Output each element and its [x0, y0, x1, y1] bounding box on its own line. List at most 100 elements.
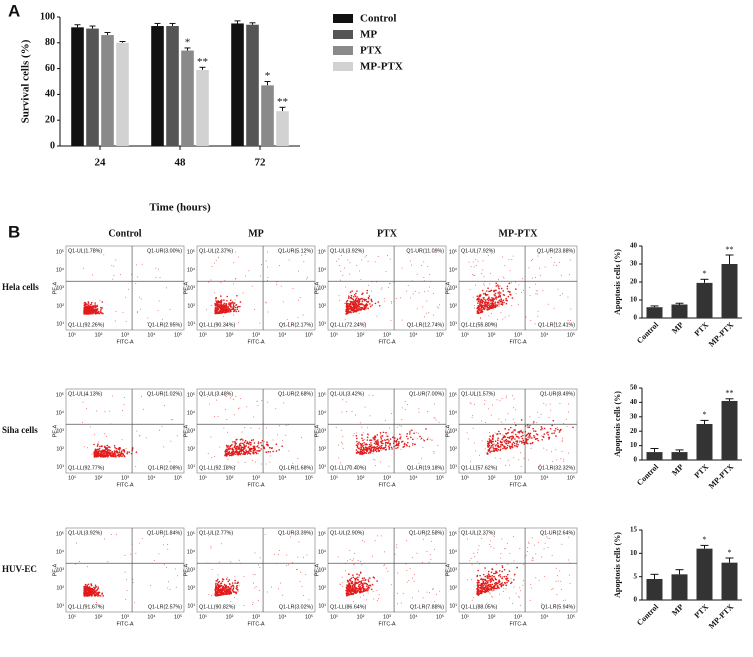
- event-dot: [352, 590, 354, 592]
- event-dot: [505, 419, 507, 421]
- event-dot: [483, 299, 485, 301]
- event-dot: [541, 438, 543, 441]
- event-dot: [482, 300, 485, 303]
- event-dot: [525, 316, 527, 318]
- event-dot: [341, 411, 343, 413]
- y-tick-label: 10¹: [56, 321, 64, 327]
- event-dot: [511, 431, 513, 434]
- event-dot: [104, 433, 106, 435]
- event-dot: [412, 293, 414, 295]
- event-dot: [496, 304, 498, 306]
- event-dot: [385, 567, 387, 569]
- event-dot: [497, 318, 499, 320]
- event-dot: [485, 584, 487, 587]
- event-dot: [548, 436, 551, 439]
- event-dot: [469, 560, 471, 562]
- event-dot: [208, 593, 210, 595]
- event-dot: [238, 408, 240, 410]
- significance: *: [265, 70, 271, 82]
- event-dot: [518, 596, 520, 598]
- event-dot: [549, 403, 551, 405]
- bar: [671, 574, 688, 600]
- event-dot: [363, 450, 365, 453]
- event-dot: [230, 561, 232, 563]
- event-dot: [251, 285, 253, 287]
- event-dot: [353, 563, 355, 565]
- bar: [696, 282, 713, 318]
- event-dot: [519, 440, 521, 443]
- event-dot: [560, 580, 562, 582]
- event-dot: [488, 315, 490, 317]
- event-dot: [506, 436, 509, 439]
- bar: [721, 264, 738, 318]
- event-dot: [475, 450, 477, 452]
- event-dot: [158, 429, 160, 431]
- event-dot: [357, 306, 359, 309]
- event-dot: [282, 301, 284, 303]
- event-dot: [379, 432, 382, 434]
- y-tick-label: 10⁵: [56, 249, 64, 255]
- event-dot: [481, 302, 484, 304]
- event-dot: [543, 447, 545, 449]
- event-dot: [535, 276, 537, 278]
- event-dot: [479, 301, 482, 304]
- event-dot: [473, 305, 475, 307]
- event-dot: [254, 587, 256, 589]
- event-dot: [92, 591, 94, 594]
- event-dot: [480, 592, 483, 594]
- event-dot: [360, 596, 362, 598]
- event-dot: [423, 277, 425, 279]
- event-dot: [508, 437, 511, 439]
- event-dot: [338, 258, 340, 260]
- event-dot: [502, 299, 505, 302]
- event-dot: [257, 442, 260, 445]
- event-dot: [570, 308, 572, 310]
- event-dot: [529, 295, 531, 297]
- event-dot: [486, 534, 488, 536]
- event-dot: [361, 437, 363, 440]
- event-dot: [423, 291, 425, 293]
- event-dot: [503, 445, 505, 447]
- event-dot: [509, 283, 511, 285]
- event-dot: [102, 312, 104, 314]
- event-dot: [497, 437, 499, 439]
- event-dot: [388, 448, 391, 450]
- event-dot: [483, 308, 486, 311]
- event-dot: [165, 604, 167, 606]
- event-dot: [490, 414, 492, 416]
- event-dot: [483, 403, 485, 405]
- event-dot: [395, 297, 397, 299]
- event-dot: [476, 306, 479, 309]
- x-axis-label: FITC-A: [509, 339, 527, 345]
- event-dot: [83, 595, 86, 597]
- event-dot: [347, 589, 349, 592]
- event-dot: [473, 266, 475, 268]
- event-dot: [229, 397, 231, 399]
- event-dot: [242, 292, 244, 294]
- event-dot: [506, 581, 508, 584]
- event-dot: [512, 441, 515, 444]
- event-dot: [494, 295, 496, 297]
- y-tick-label: 10¹: [449, 321, 457, 327]
- y-tick-label: 10²: [56, 585, 64, 591]
- event-dot: [114, 320, 116, 322]
- event-dot: [87, 594, 89, 596]
- event-dot: [121, 455, 124, 457]
- event-dot: [250, 439, 253, 442]
- event-dot: [412, 577, 414, 579]
- event-dot: [412, 443, 414, 445]
- event-dot: [518, 459, 520, 461]
- plot-frame: [196, 388, 316, 474]
- event-dot: [356, 590, 358, 593]
- event-dot: [489, 543, 491, 545]
- x-tick-label: 10³: [121, 332, 129, 338]
- event-dot: [342, 435, 344, 437]
- event-dot: [244, 427, 246, 429]
- event-dot: [228, 303, 231, 306]
- event-dot: [537, 255, 539, 257]
- event-dot: [497, 284, 499, 286]
- event-dot: [232, 586, 235, 588]
- event-dot: [492, 435, 495, 438]
- event-dot: [501, 565, 504, 567]
- event-dot: [523, 441, 525, 444]
